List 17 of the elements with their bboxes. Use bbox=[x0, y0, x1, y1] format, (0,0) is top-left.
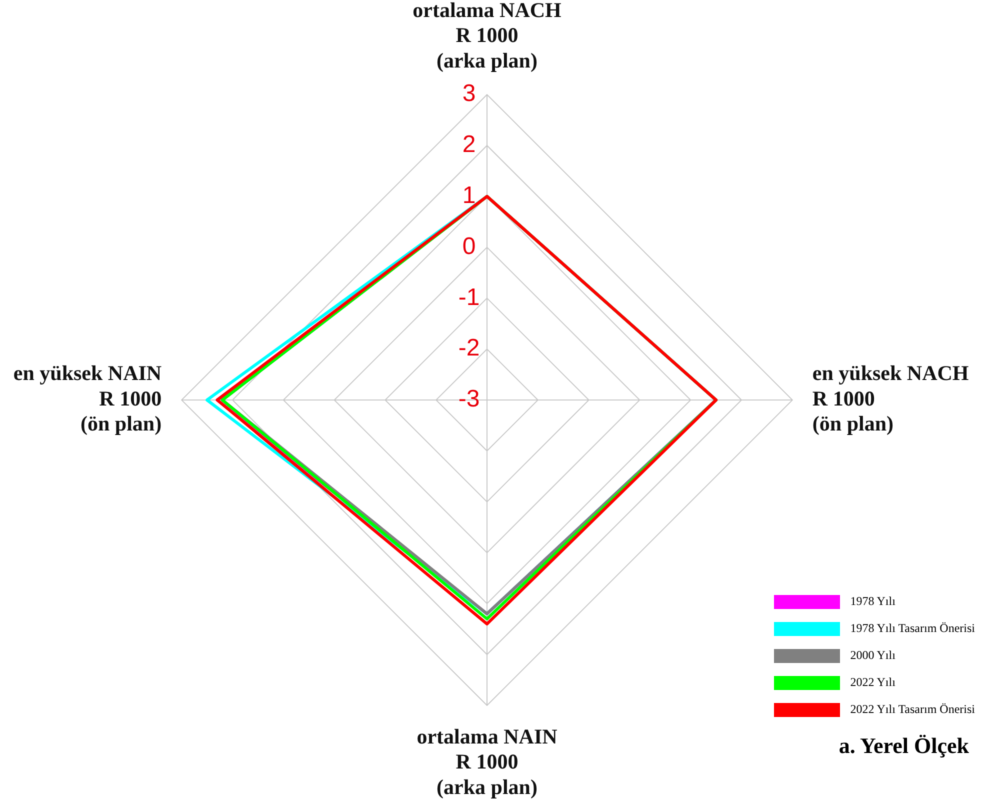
text: 1978 Yılı Tasarım Önerisi bbox=[850, 621, 975, 636]
spoke-label: en yüksek NAIN R 1000 (ön plan) bbox=[13, 361, 162, 436]
spoke-label: en yüksek NACH R 1000 (ön plan) bbox=[812, 361, 969, 436]
spoke-label: ortalama NACH R 1000 (arka plan) bbox=[412, 0, 562, 72]
text: a. Yerel Ölçek bbox=[838, 733, 969, 759]
text: 1978 Yılı bbox=[850, 594, 896, 609]
y-tick-label: 1 bbox=[462, 182, 512, 210]
y-tick-label: 2 bbox=[462, 131, 512, 158]
spoke-label: ortalama NAIN R 1000 (arka plan) bbox=[416, 724, 558, 799]
text: 2022 Yılı Tasarım Önerisi bbox=[850, 702, 975, 717]
y-tick-label: 3 bbox=[462, 80, 512, 108]
text: 2000 Yılı bbox=[850, 648, 896, 663]
y-tick-label: -3 bbox=[458, 386, 516, 413]
y-tick-label: 0 bbox=[462, 232, 512, 260]
y-tick-label: -1 bbox=[458, 284, 516, 311]
text: 2022 Yılı bbox=[850, 675, 896, 690]
y-tick-label: -2 bbox=[458, 334, 516, 362]
